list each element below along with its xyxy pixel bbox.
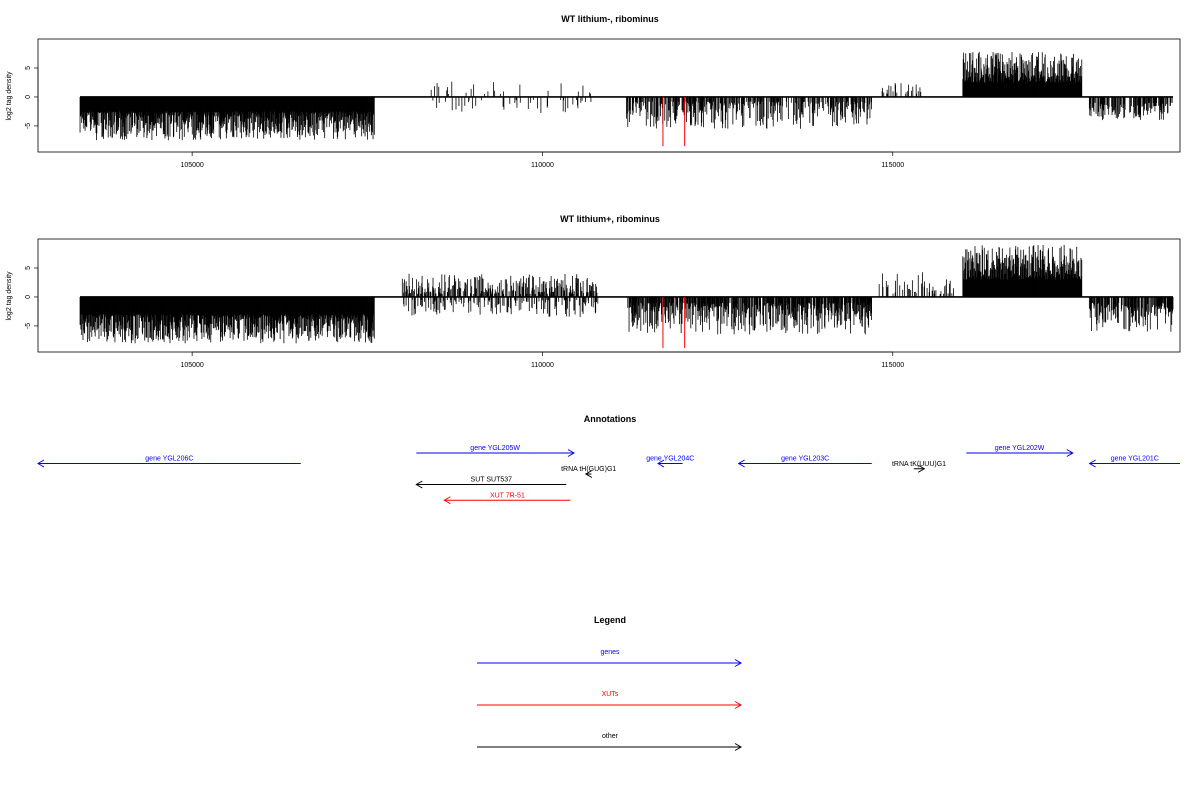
feature-label: gene YGL203C (781, 456, 829, 463)
feature-label: gene YGL202W (995, 445, 1045, 452)
coverage-bars (79, 244, 1174, 348)
annotation-feature: gene YGL202W (966, 445, 1074, 457)
strand-arrowhead (918, 464, 926, 473)
feature-label: gene YGL205W (470, 445, 520, 452)
strand-arrowhead (567, 449, 575, 457)
legend-label: genes (600, 649, 620, 656)
annotation-feature: gene YGL205W (416, 445, 575, 457)
legend-arrowhead (734, 743, 742, 751)
legend-arrowhead (734, 701, 742, 709)
feature-label: gene YGL206C (145, 456, 193, 463)
feature-label: gene YGL204C (646, 456, 694, 463)
y-axis-label: log2 tag density (6, 71, 13, 121)
strand-arrowhead (584, 470, 593, 478)
feature-label: gene YGL201C (1111, 456, 1159, 463)
x-tick-label: 105000 (180, 162, 203, 169)
legend-panel: Legend genes XUTs other (477, 615, 742, 751)
y-axis-label: log2 tag density (6, 271, 13, 321)
track-panel-lithium-minus: WT lithium-, ribominus log2 tag density … (6, 14, 1181, 169)
legend-title: Legend (594, 615, 626, 625)
y-tick-label: 0 (25, 95, 32, 99)
y-tick-label: 5 (25, 266, 32, 270)
annotation-feature: gene YGL201C (1088, 456, 1180, 468)
track-panel-lithium-plus: WT lithium+, ribominus log2 tag density … (6, 214, 1181, 369)
legend-entry: genes (477, 649, 742, 667)
coverage-bars (79, 51, 1173, 147)
legend-entries: genes XUTs other (477, 649, 742, 751)
feature-label: SUT SUT537 (471, 477, 513, 484)
legend-label: XUTs (602, 691, 619, 698)
x-tick-label: 110000 (531, 162, 554, 169)
y-tick-label: -5 (25, 123, 32, 129)
annotation-feature: tRNA tH(GUG)G1 (561, 466, 616, 478)
annotation-feature: SUT SUT537 (415, 477, 567, 489)
strand-arrowhead (443, 496, 451, 505)
strand-arrowhead (1066, 449, 1074, 457)
y-tick-label: 5 (25, 66, 32, 70)
annotation-feature: XUT 7R-51 (443, 492, 571, 505)
x-tick-label: 115000 (881, 162, 904, 169)
annotation-feature: gene YGL204C (646, 456, 694, 468)
feature-label: tRNA tK(UUU)G1 (892, 461, 946, 468)
x-axis: 105000 110000 115000 (180, 351, 904, 369)
x-tick-label: 115000 (881, 362, 904, 369)
x-tick-label: 110000 (531, 362, 554, 369)
legend-entry: other (477, 733, 742, 751)
panel-title: WT lithium+, ribominus (560, 214, 660, 224)
annotations-title: Annotations (584, 414, 637, 424)
y-axis: log2 tag density -5 0 5 (6, 266, 39, 329)
strand-arrowhead (415, 480, 423, 489)
legend-arrowhead (734, 659, 742, 667)
x-tick-label: 105000 (180, 362, 203, 369)
y-tick-label: 0 (25, 295, 32, 299)
x-axis: 105000 110000 115000 (180, 151, 904, 169)
feature-label: tRNA tH(GUG)G1 (561, 466, 616, 473)
y-axis: log2 tag density -5 0 5 (6, 66, 39, 129)
strand-arrowhead (1088, 459, 1096, 468)
y-tick-label: -5 (25, 323, 32, 329)
strand-arrowhead (737, 459, 745, 468)
feature-label: XUT 7R-51 (490, 492, 525, 499)
annotation-features: gene YGL206C gene YGL205W gene YGL204C gene… (37, 445, 1180, 505)
panel-title: WT lithium-, ribominus (561, 14, 659, 24)
strand-arrowhead (657, 459, 665, 468)
annotation-feature: gene YGL203C (737, 456, 872, 468)
legend-entry: XUTs (477, 691, 742, 709)
strand-arrowhead (37, 459, 45, 468)
annotation-feature: gene YGL206C (37, 456, 301, 468)
legend-label: other (602, 733, 619, 740)
annotation-feature: tRNA tK(UUU)G1 (892, 461, 946, 473)
